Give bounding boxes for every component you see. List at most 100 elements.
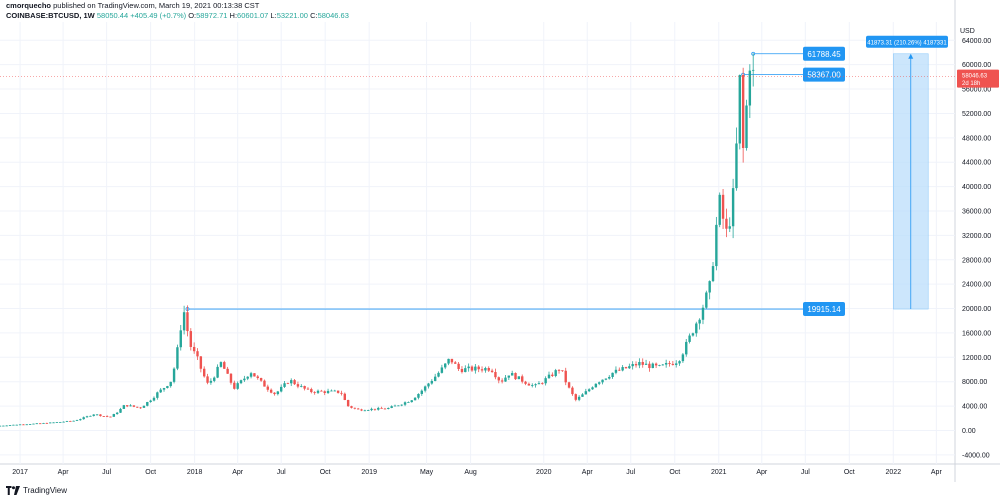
- y-tick-label: 28000.00: [962, 257, 991, 264]
- price-range-measure[interactable]: 41873.31 (210.26%) 4187331: [866, 35, 948, 310]
- candle-body: [641, 361, 644, 365]
- candle-body: [313, 392, 316, 393]
- symbol-label[interactable]: COINBASE:BTCUSD, 1W: [6, 11, 95, 20]
- candle-body: [517, 376, 521, 380]
- candle-body: [480, 369, 484, 371]
- candle-body: [256, 376, 259, 379]
- candle-body: [370, 408, 373, 411]
- candle-body: [738, 75, 742, 144]
- candle-body: [42, 423, 45, 424]
- published-text: published on TradingView.com, March 19, …: [53, 1, 260, 10]
- candle-body: [628, 366, 631, 369]
- candle-body: [246, 376, 249, 379]
- candle-body: [25, 424, 28, 426]
- level-label-text: 58367.00: [807, 71, 841, 80]
- candle-body: [634, 364, 638, 366]
- price-chart[interactable]: 41873.31 (210.26%) 4187331 19915.14 58367…: [0, 0, 1000, 482]
- candle-body: [541, 383, 544, 384]
- low-value: 53221.00: [276, 11, 308, 20]
- candle-body: [229, 373, 233, 383]
- candle-body: [156, 392, 159, 398]
- candle-body: [182, 312, 186, 331]
- x-tick-label: May: [420, 469, 434, 476]
- open-value: 58972.71: [196, 11, 228, 20]
- x-tick-label: Apr: [232, 469, 244, 476]
- candle-body: [413, 397, 417, 401]
- candle-body: [685, 341, 688, 355]
- candle-body: [745, 105, 748, 149]
- candle-body: [59, 421, 62, 423]
- candle-body: [564, 370, 567, 383]
- candle-body: [122, 405, 126, 409]
- candle-body: [18, 424, 22, 426]
- x-tick-label: 2019: [361, 469, 377, 476]
- candle-body: [510, 373, 514, 376]
- candle-body: [557, 370, 561, 371]
- candle-body: [544, 378, 547, 384]
- time-axis[interactable]: 2017 Apr Jul Oct 2018 Apr Jul Oct 2019 May Aug 2020…: [12, 469, 942, 476]
- price-axis[interactable]: USD 64000.00 60000.00 56000.00 52000.00 48000…: [960, 28, 991, 459]
- candle-body: [136, 406, 139, 408]
- candle-body: [89, 415, 92, 417]
- candle-body: [223, 362, 226, 369]
- candle-body: [209, 380, 213, 383]
- candle-body: [213, 377, 216, 381]
- candle-body: [142, 405, 146, 408]
- candle-body: [146, 402, 149, 406]
- candle-body: [189, 331, 193, 347]
- x-tick-label: Apr: [931, 469, 943, 476]
- tradingview-logo[interactable]: TradingView: [6, 484, 67, 496]
- x-tick-label: Oct: [320, 469, 331, 476]
- candle-body: [440, 367, 444, 373]
- candle-body: [105, 416, 109, 417]
- candle-body: [500, 380, 504, 382]
- y-tick-label: 60000.00: [962, 62, 991, 69]
- candle-body: [631, 364, 634, 367]
- y-tick-label: 36000.00: [962, 208, 991, 215]
- y-tick-label: 20000.00: [962, 306, 991, 313]
- candle-body: [460, 368, 464, 373]
- candle-body: [718, 194, 721, 225]
- horizontal-lines[interactable]: 19915.14 58367.00 61788.45: [185, 46, 845, 317]
- candle-body: [437, 372, 440, 377]
- y-tick-label: 16000.00: [962, 330, 991, 337]
- candle-body: [751, 69, 755, 71]
- x-tick-label: Apr: [756, 469, 768, 476]
- candle-body: [587, 389, 591, 392]
- current-price-tag: [957, 69, 999, 88]
- x-tick-label: 2020: [536, 469, 552, 476]
- candle-body: [681, 354, 685, 362]
- current-price-text: 58046.63: [962, 74, 988, 80]
- candle-body: [296, 384, 300, 387]
- chart-header: cmorquecho published on TradingView.com,…: [6, 1, 706, 21]
- candle-body: [490, 370, 494, 373]
- tradingview-logo-icon: [6, 485, 20, 495]
- close-value: 58046.63: [317, 11, 349, 20]
- candle-body: [393, 405, 397, 407]
- candle-body: [504, 377, 507, 382]
- candle-body: [99, 414, 102, 417]
- candle-body: [166, 386, 169, 389]
- candle-body: [326, 390, 330, 393]
- candle-body: [266, 386, 270, 390]
- candle-body: [444, 363, 447, 368]
- candle-body: [470, 366, 474, 371]
- candle-body: [336, 390, 340, 393]
- candle-body: [574, 394, 577, 400]
- candle-body: [253, 373, 256, 377]
- candle-body: [705, 292, 708, 308]
- candle-body: [417, 393, 420, 398]
- y-tick-label: 64000.00: [962, 38, 991, 45]
- candle-body: [259, 378, 263, 381]
- candle-body: [306, 388, 310, 390]
- candle-body: [62, 421, 65, 423]
- price-change: +405.49 (+0.7%): [130, 11, 187, 20]
- candle-body: [741, 75, 745, 149]
- candle-body: [243, 378, 246, 381]
- candle-body: [621, 367, 624, 371]
- candle-body: [0, 425, 2, 427]
- candle-body: [748, 70, 752, 106]
- candle-body: [618, 369, 621, 371]
- candle-body: [728, 226, 731, 229]
- author-name[interactable]: cmorquecho: [6, 1, 52, 10]
